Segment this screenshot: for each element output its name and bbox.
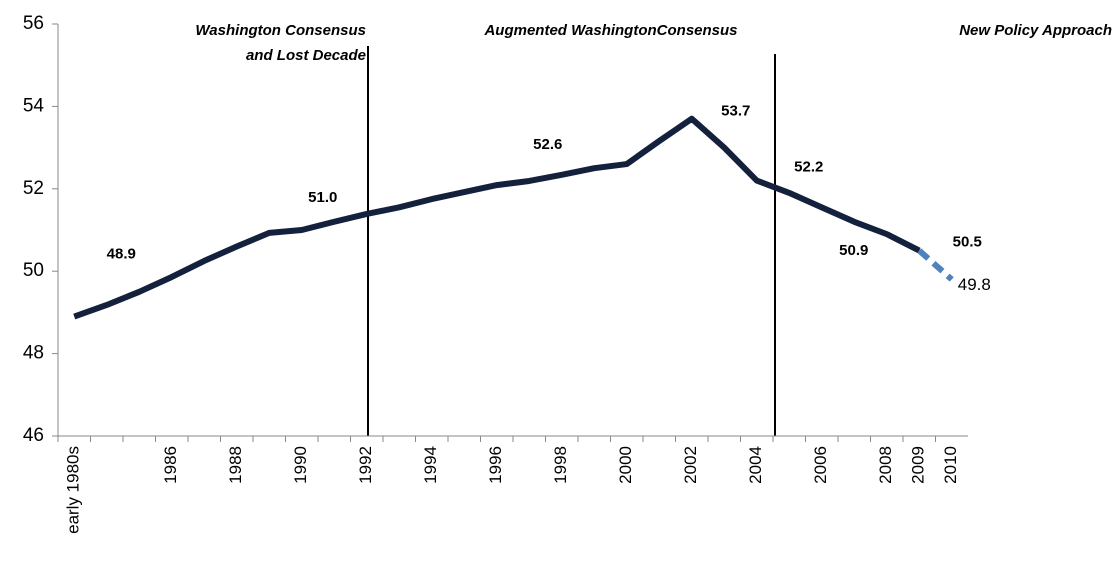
data-label: 50.5 [953, 234, 982, 251]
x-tick-label: 2009 [909, 446, 928, 484]
data-label: 52.6 [533, 136, 562, 153]
x-tick-label: 2010 [941, 446, 960, 484]
y-tick-label: 50 [23, 260, 44, 281]
x-tick-label: 1988 [226, 446, 245, 484]
x-tick-label: 1994 [421, 446, 440, 484]
x-tick-label: 1996 [486, 446, 505, 484]
line-series [73, 115, 921, 320]
period-title: Washington Consensus [195, 22, 366, 39]
data-label: 48.9 [107, 245, 136, 262]
period-title: New Policy Approach [959, 22, 1112, 39]
y-tick-label: 48 [23, 343, 44, 364]
x-tick-label: 1992 [356, 446, 375, 484]
x-tick-label: 2002 [681, 446, 700, 484]
line-series [917, 248, 954, 282]
x-tick-label: 1990 [291, 446, 310, 484]
data-label: 51.0 [308, 189, 337, 206]
x-tick-label: 2008 [876, 446, 895, 484]
x-tick-label: 2006 [811, 446, 830, 484]
x-tick-label: early 1980s [64, 446, 83, 534]
data-label: 49.8 [958, 275, 991, 294]
x-tick-label: 2000 [616, 446, 635, 484]
x-tick-label: 1998 [551, 446, 570, 484]
y-tick-label: 46 [23, 425, 44, 446]
y-tick-label: 56 [23, 13, 44, 34]
data-label: 50.9 [839, 242, 868, 259]
data-label: 52.2 [794, 159, 823, 176]
y-tick-label: 54 [23, 95, 45, 116]
y-tick-label: 52 [23, 178, 44, 199]
period-title: Augmented WashingtonConsensus [483, 22, 737, 39]
period-title: and Lost Decade [246, 47, 366, 64]
data-label: 53.7 [721, 103, 750, 120]
x-tick-label: 1986 [161, 446, 180, 484]
x-tick-label: 2004 [746, 446, 765, 484]
